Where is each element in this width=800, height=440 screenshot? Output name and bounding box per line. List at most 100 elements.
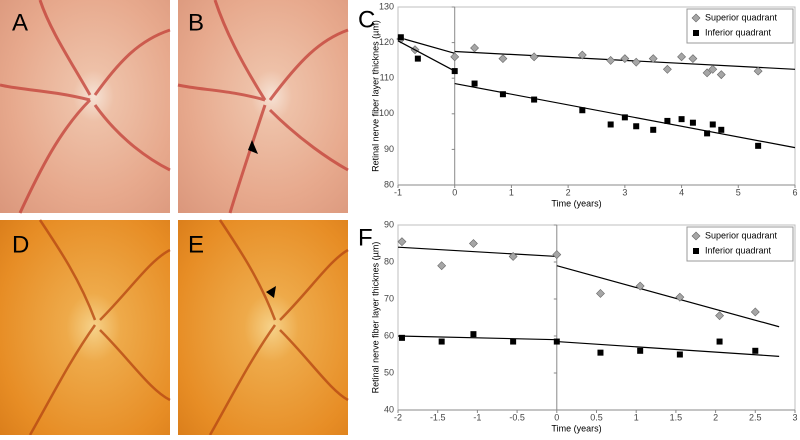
- point: [688, 54, 698, 64]
- x-tick-label: 3: [622, 187, 627, 197]
- panel-label: F: [358, 224, 373, 251]
- x-tick-label: 2.5: [749, 412, 762, 422]
- point: [650, 126, 657, 133]
- point: [702, 68, 712, 78]
- panel-label: C: [358, 6, 375, 33]
- legend-label: Inferior quadrant: [705, 245, 772, 255]
- x-tick-label: 0: [554, 412, 559, 422]
- point: [508, 252, 518, 261]
- point: [689, 119, 696, 126]
- point: [716, 70, 726, 80]
- legend-label: Superior quadrant: [705, 12, 778, 22]
- point: [470, 331, 477, 338]
- point: [414, 55, 421, 62]
- point: [470, 43, 479, 53]
- point: [621, 114, 628, 121]
- point: [577, 50, 587, 60]
- point: [438, 338, 445, 345]
- x-tick-label: 1: [634, 412, 639, 422]
- point: [596, 289, 605, 298]
- point: [531, 96, 538, 103]
- point: [709, 121, 716, 128]
- point: [397, 34, 404, 41]
- point: [675, 292, 685, 302]
- y-axis-title: Retinal nerve fiber layer thicknes (µm): [370, 20, 380, 172]
- point: [499, 91, 506, 98]
- y-tick-label: 40: [384, 404, 394, 414]
- legend-marker: [691, 231, 701, 241]
- y-tick-label: 80: [384, 179, 394, 189]
- trend-line: [556, 265, 780, 328]
- y-tick-label: 60: [384, 330, 394, 340]
- legend-marker: [691, 13, 701, 23]
- y-tick-label: 120: [379, 37, 394, 47]
- point: [637, 347, 644, 354]
- point: [510, 338, 517, 345]
- point: [579, 107, 586, 114]
- trend-line: [397, 36, 455, 54]
- y-tick-label: 110: [380, 73, 394, 83]
- legend-box: [686, 226, 794, 262]
- y-axis-title: Retinal nerve fiber layer thicknes (µm): [370, 242, 380, 394]
- legend-label: Superior quadrant: [705, 230, 778, 240]
- photo-a: [0, 0, 171, 214]
- photo-e: [178, 219, 349, 436]
- point: [677, 52, 686, 62]
- x-tick-label: 3: [792, 412, 797, 422]
- x-tick-label: -0.5: [509, 412, 525, 422]
- y-tick-label: 90: [384, 144, 394, 154]
- point: [753, 66, 763, 76]
- x-tick-label: 1.5: [670, 412, 683, 422]
- legend-label: Inferior quadrant: [705, 27, 772, 37]
- legend-marker: [693, 30, 699, 36]
- point: [450, 52, 460, 62]
- x-axis-title: Time (years): [551, 198, 601, 208]
- point: [607, 121, 614, 128]
- point: [708, 64, 718, 74]
- point: [606, 55, 616, 65]
- trend-line: [397, 246, 557, 258]
- x-tick-label: -1: [394, 187, 402, 197]
- legend-box: [686, 8, 794, 44]
- point: [664, 117, 671, 124]
- x-tick-label: 5: [736, 187, 741, 197]
- legend-marker: [693, 248, 699, 254]
- y-tick-label: 130: [379, 1, 394, 11]
- y-tick-label: 100: [379, 108, 394, 118]
- point: [597, 349, 604, 356]
- point: [620, 54, 630, 64]
- point: [662, 64, 672, 74]
- point: [498, 54, 508, 64]
- trend-line: [397, 335, 557, 341]
- point: [648, 54, 658, 64]
- x-tick-label: -2: [394, 412, 402, 422]
- point: [633, 123, 640, 130]
- point: [437, 261, 447, 271]
- point: [398, 334, 405, 341]
- point: [678, 116, 685, 123]
- point: [397, 237, 407, 247]
- photo-b: [177, 0, 349, 214]
- y-tick-label: 70: [384, 293, 394, 303]
- panel-label: A: [12, 9, 28, 36]
- photo-d: [0, 219, 171, 436]
- trend-line: [556, 340, 780, 357]
- point: [631, 57, 641, 67]
- panel-label: D: [12, 231, 29, 258]
- point: [635, 281, 645, 291]
- point: [750, 307, 760, 317]
- x-tick-label: 4: [679, 187, 684, 197]
- x-tick-label: 0.5: [590, 412, 603, 422]
- x-tick-label: 1: [509, 187, 514, 197]
- point: [704, 130, 711, 137]
- point: [715, 311, 724, 321]
- y-tick-label: 90: [384, 219, 394, 229]
- point: [529, 52, 539, 62]
- y-tick-label: 80: [384, 256, 394, 266]
- x-tick-label: 6: [792, 187, 797, 197]
- point: [471, 80, 478, 87]
- panel-label: B: [188, 9, 204, 36]
- x-axis-title: Time (years): [551, 423, 601, 433]
- point: [755, 142, 762, 149]
